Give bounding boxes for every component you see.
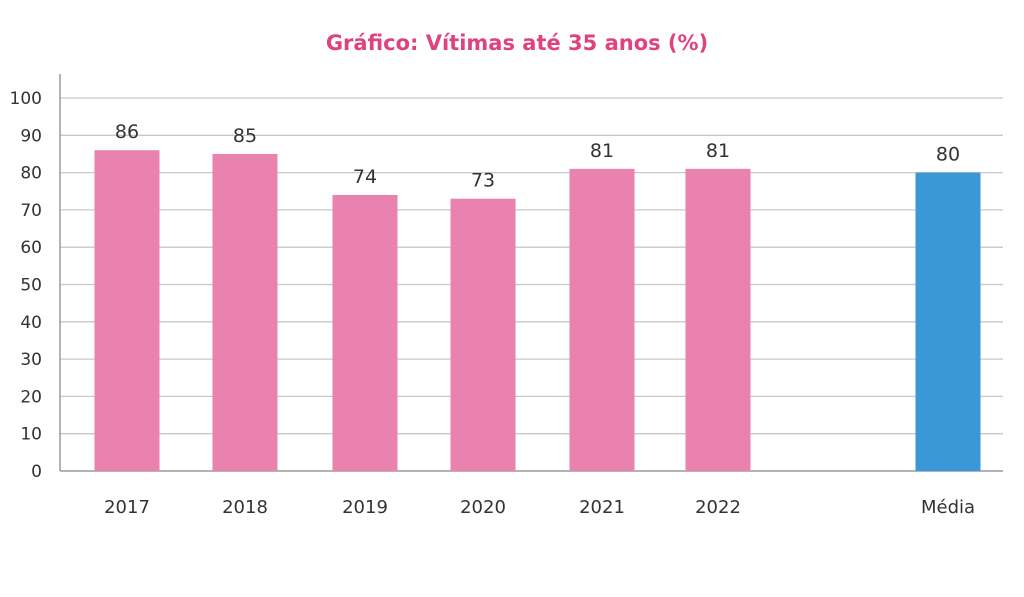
bar-2021 [569, 168, 635, 471]
bars [94, 150, 981, 472]
y-axis-ticks: 0 10 20 30 40 50 60 70 80 90 100 [10, 89, 42, 482]
bar-average [915, 172, 981, 471]
y-tick-label: 60 [20, 238, 42, 258]
bar-2022 [685, 168, 751, 471]
category-labels: 2017 2018 2019 2020 2021 2022 Média [104, 497, 975, 518]
category-label: 2018 [222, 497, 268, 518]
y-tick-label: 100 [10, 89, 42, 109]
category-label: 2020 [460, 497, 506, 518]
data-labels: 86 85 74 73 81 81 80 [115, 121, 960, 191]
y-tick-label: 80 [20, 164, 42, 184]
category-label: 2017 [104, 497, 150, 518]
y-tick-label: 90 [20, 126, 42, 146]
data-label: 73 [471, 170, 495, 192]
gridlines [60, 97, 1003, 435]
data-label: 85 [233, 125, 257, 147]
y-tick-label: 50 [20, 276, 42, 296]
data-label: 80 [936, 144, 960, 166]
category-label: 2019 [342, 497, 388, 518]
bar-2019 [332, 194, 398, 472]
y-tick-label: 40 [20, 313, 42, 333]
data-label: 81 [590, 140, 614, 162]
y-tick-label: 30 [20, 350, 42, 370]
bar-2018 [212, 153, 278, 471]
category-label: 2021 [579, 497, 625, 518]
y-tick-label: 10 [20, 425, 42, 445]
data-label: 74 [353, 166, 377, 188]
bar-2020 [450, 198, 516, 471]
data-label: 81 [706, 140, 730, 162]
y-tick-label: 0 [31, 462, 42, 482]
category-label: 2022 [695, 497, 741, 518]
chart-title: Gráfico: Vítimas até 35 anos (%) [326, 31, 708, 55]
bar-2017 [94, 150, 160, 471]
category-label: Média [921, 497, 975, 518]
y-tick-label: 20 [20, 387, 42, 407]
data-label: 86 [115, 121, 139, 143]
y-tick-label: 70 [20, 201, 42, 221]
